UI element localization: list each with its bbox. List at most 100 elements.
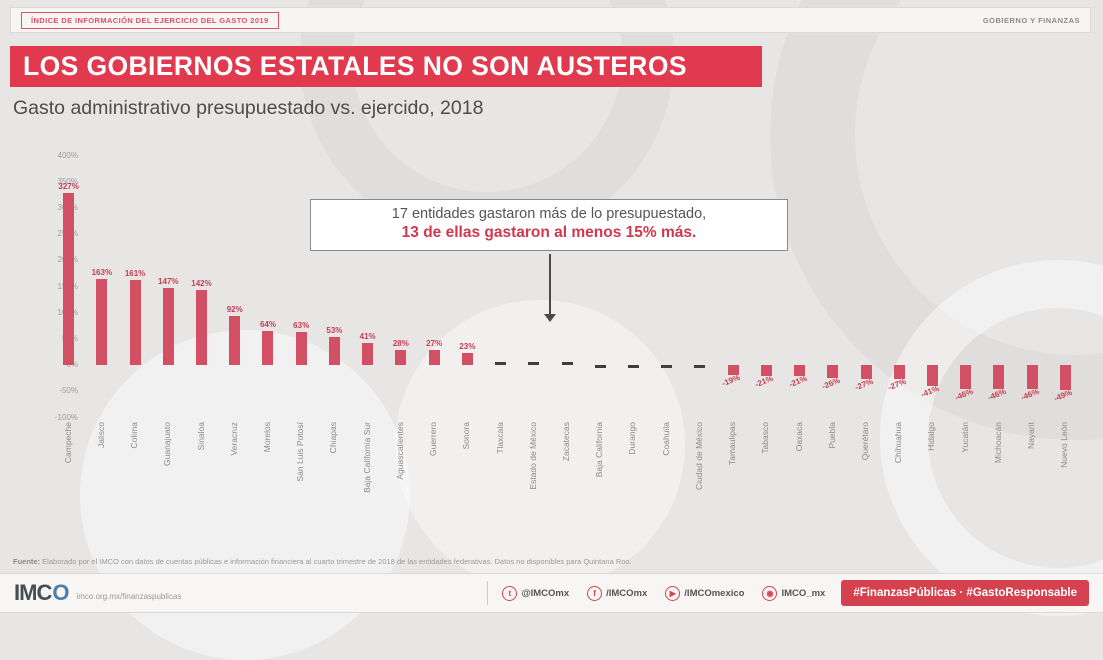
social-handle: /IMCOmexico: [684, 587, 745, 599]
bar-value-label: 147%: [158, 276, 179, 286]
x-axis-label: Durango: [627, 422, 638, 455]
x-axis-label: Tamaulipas: [727, 422, 738, 465]
bar-value-label: 161%: [124, 269, 146, 279]
x-axis-label: Sinaloa: [195, 422, 206, 451]
x-axis-label: Querétaro: [860, 422, 871, 461]
x-axis-label: Veracruz: [228, 422, 239, 456]
annotation-arrow-head: [544, 314, 556, 322]
edition-badge: ÍNDICE DE INFORMACIÓN DEL EJERCICIO DEL …: [21, 11, 279, 29]
bar-sinaloa: [196, 290, 208, 365]
bar-veracruz: [229, 316, 241, 365]
bar-tlaxcala: [495, 361, 507, 365]
bar-morelos: [262, 331, 274, 365]
footer-bar: IMC O imco.org.mx/finanzaspublicas t @IMCO…: [0, 573, 1103, 613]
chart-subtitle: Gasto administrativo presupuestado vs. e…: [13, 97, 484, 119]
bar-aguascalientes: [395, 349, 407, 365]
x-axis-label: Michoacán: [992, 422, 1003, 464]
instagram-icon: ◉: [762, 585, 778, 601]
source-text: Elaborado por el IMCO con datos de cuent…: [40, 557, 632, 566]
imco-logo: IMC O: [14, 580, 69, 606]
x-axis-label: Ciudad de México: [693, 422, 704, 491]
bar-san-luis-potos-: [295, 331, 307, 365]
bar-value-label: 142%: [191, 279, 212, 289]
bar-chart: 400%350%300%250%200%150%100%50%0%-50%-10…: [52, 151, 1082, 422]
bar-chiapas: [328, 336, 340, 365]
source-note: Fuente: Elaborado por el IMCO con datos …: [13, 557, 632, 566]
social-item[interactable]: f/IMCOmx: [587, 585, 648, 601]
bar-campeche: [63, 193, 75, 365]
x-axis-label: Chiapas: [328, 422, 339, 454]
social-handle: IMCO_mx: [781, 587, 826, 599]
x-axis-label: Tabasco: [760, 422, 771, 454]
x-axis-label: Tlaxcala: [494, 422, 505, 454]
category-label: GOBIERNO Y FINANZAS: [982, 15, 1080, 25]
y-axis-tick: 350%: [57, 176, 78, 186]
bar-guerrero: [428, 350, 440, 365]
imco-logo-text: IMC: [14, 580, 52, 605]
bar-value-label: 163%: [91, 268, 113, 278]
x-axis-label: Zacatecas: [561, 422, 571, 462]
bar-coahuila: [661, 364, 673, 368]
bar-quer-taro: [860, 364, 872, 379]
bar-sonora: [461, 352, 473, 365]
social-item[interactable]: t @IMCOmx: [502, 585, 570, 601]
source-prefix: Fuente:: [13, 557, 41, 566]
twitter-icon: t: [502, 585, 518, 601]
bar-estado-de-m-xico: [528, 361, 540, 365]
x-axis-label: San Luis Potosí: [295, 422, 306, 482]
website-link[interactable]: imco.org.mx/finanzaspublicas: [76, 591, 182, 601]
x-axis-label: Yucatán: [959, 422, 970, 453]
x-axis-label: Puebla: [826, 422, 837, 449]
x-axis-label: Chihuahua: [893, 422, 904, 464]
x-axis-label: Morelos: [261, 422, 272, 453]
social-handle: /IMCOmx: [606, 587, 648, 599]
social-item[interactable]: ◉ IMCO_mx: [762, 585, 826, 601]
x-axis-label: Sonora: [461, 422, 472, 450]
bar-value-label: 23%: [459, 341, 476, 351]
x-axis-label: Hidalgo: [926, 422, 937, 451]
bar-oaxaca: [794, 364, 806, 376]
x-axis-label: Oaxaca: [793, 422, 804, 452]
x-axis-label: Guanajuato: [162, 422, 173, 466]
y-axis-tick: -50%: [59, 386, 78, 396]
x-axis-labels: Campeche Jalisco Colima Guanajuato Sinaloa Ve…: [52, 422, 1082, 552]
annotation-box: 17 entidades gastaron más de lo presupue…: [310, 199, 788, 251]
x-axis-label: Estado de México: [527, 422, 538, 490]
y-axis-tick: -100%: [54, 412, 78, 422]
top-strip: ÍNDICE DE INFORMACIÓN DEL EJERCICIO DEL …: [10, 7, 1091, 33]
bar-yucat-n: [960, 364, 972, 389]
footer-divider: [487, 581, 489, 605]
bar-durango: [627, 364, 639, 368]
y-axis-tick: 0%: [66, 360, 78, 370]
x-axis-label: Aguascalientes: [394, 422, 405, 480]
bar-value-label: 53%: [326, 325, 343, 335]
x-axis-label: Coahuila: [660, 422, 671, 456]
annotation-arrow: [549, 254, 551, 314]
x-axis-label: Colima: [129, 422, 140, 449]
x-axis-label: Baja California: [594, 422, 605, 478]
bar-chihuahua: [893, 364, 905, 379]
bar-nayarit: [1026, 364, 1038, 389]
bar-baja-california-sur: [362, 343, 374, 365]
imco-logo-o: O: [52, 580, 69, 605]
annotation-line2: 13 de ellas gastaron al menos 15% más.: [401, 224, 697, 241]
youtube-icon: ▶: [665, 585, 681, 601]
bar-baja-california: [594, 364, 606, 368]
bar-tamaulipas: [727, 364, 739, 375]
x-axis-label: Guerrero: [428, 422, 439, 457]
bar-value-label: 92%: [226, 305, 243, 315]
bar-ciudad-de-m-xico: [694, 364, 706, 368]
bar-value-label: 28%: [392, 338, 409, 348]
bar-value-label: 327%: [58, 182, 79, 192]
bar-hidalgo: [926, 364, 938, 387]
facebook-icon: f: [587, 585, 603, 601]
bar-guanajuato: [162, 287, 174, 365]
bar-puebla: [827, 364, 839, 379]
social-item[interactable]: ▶/IMCOmexico: [665, 585, 745, 601]
bar-value-label: 27%: [426, 339, 443, 349]
x-axis-label: Jalisco: [95, 422, 106, 448]
bar-value-label: 63%: [293, 320, 310, 330]
social-handle: @IMCOmx: [521, 587, 570, 599]
bar-nuevo-le-n: [1059, 364, 1071, 391]
annotation-line1: 17 entidades gastaron más de lo presupue…: [391, 206, 707, 222]
